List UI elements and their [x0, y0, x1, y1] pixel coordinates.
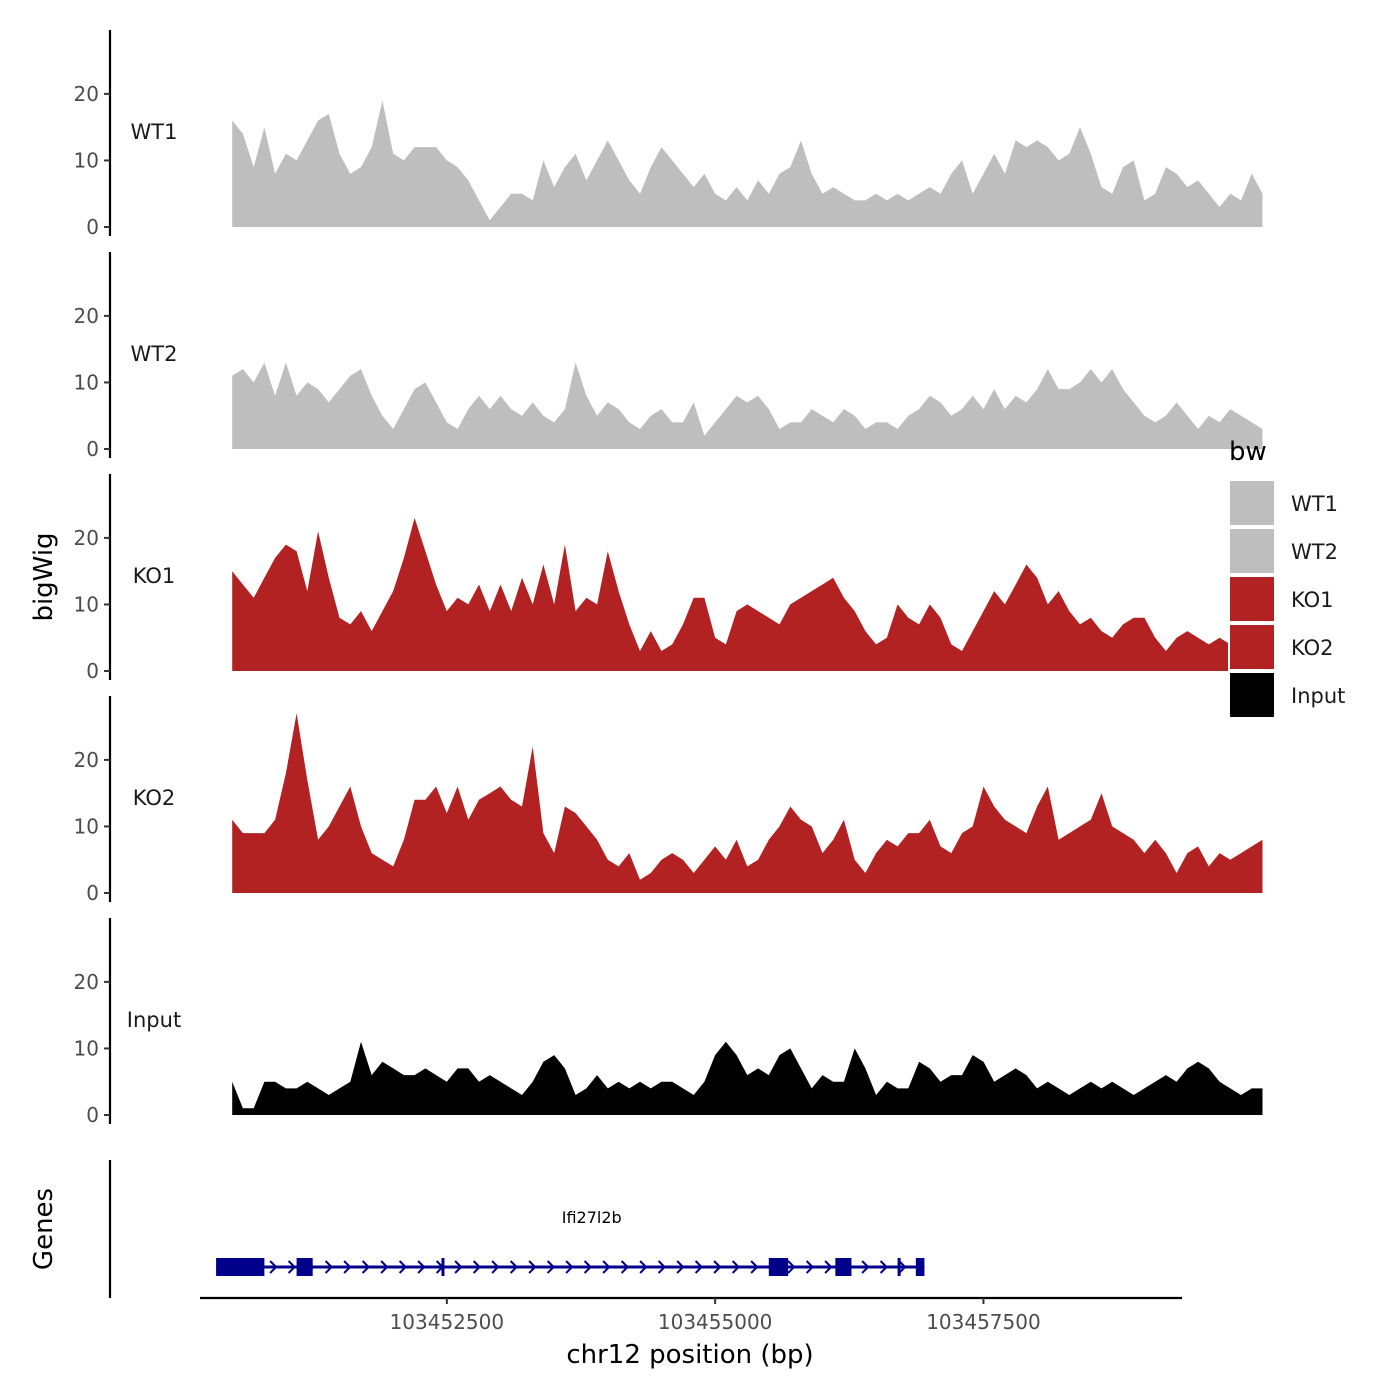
strand-arrow	[583, 1260, 593, 1274]
legend-item-input: Input	[1228, 671, 1345, 719]
strand-arrow	[694, 1260, 704, 1274]
legend-swatch	[1228, 575, 1276, 623]
exon	[835, 1258, 852, 1276]
strand-arrow	[750, 1260, 759, 1274]
y-tick-label: 20	[74, 970, 99, 994]
y-axis-title: bigWig	[29, 532, 59, 621]
genes-panel: Ifi27l2b	[108, 1160, 925, 1298]
track-label: WT1	[131, 120, 178, 144]
exon	[897, 1258, 901, 1276]
y-tick-label: 0	[86, 1103, 99, 1127]
exon	[915, 1258, 925, 1276]
x-axis: 103452500 103455000 103457500	[200, 1296, 1182, 1334]
strand-arrow	[861, 1260, 870, 1274]
legend-item-wt1: WT1	[1228, 479, 1338, 527]
y-tick-label: 10	[74, 592, 99, 616]
track-label: KO1	[133, 564, 176, 588]
strand-arrow	[620, 1260, 630, 1274]
legend-item-ko1: KO1	[1228, 575, 1334, 623]
strand-arrow	[287, 1260, 297, 1274]
x-tick-label: 103457500	[926, 1310, 1041, 1334]
y-tick-label: 0	[86, 659, 99, 683]
strand-arrow	[713, 1260, 722, 1274]
track-wt1: 0 10 20 WT1	[74, 30, 1263, 239]
strand-arrow	[546, 1260, 556, 1274]
track-label: Input	[127, 1008, 181, 1032]
track-ko1: 0 10 20 KO1	[74, 474, 1263, 683]
x-axis-title: chr12 position (bp)	[566, 1340, 813, 1370]
exon	[216, 1258, 265, 1276]
strand-arrow	[805, 1260, 815, 1274]
strand-arrow	[731, 1260, 741, 1274]
y-tick-label: 10	[74, 814, 99, 838]
x-tick-label: 103455000	[658, 1310, 773, 1334]
strand-arrow	[472, 1260, 482, 1274]
track-wt2: 0 10 20 WT2	[74, 252, 1263, 461]
track-input: 0 10 20 Input	[74, 918, 1263, 1127]
genes-panel-title: Genes	[29, 1188, 59, 1270]
legend-label: KO2	[1291, 636, 1334, 660]
strand-arrow	[657, 1260, 667, 1274]
legend-swatch	[1228, 671, 1276, 719]
y-tick-label: 10	[74, 370, 99, 394]
track-ko2: 0 10 20 KO2	[74, 696, 1263, 905]
legend-swatch	[1228, 527, 1276, 575]
strand-arrow	[565, 1260, 574, 1274]
strand-arrow	[324, 1260, 334, 1274]
strand-arrow	[398, 1260, 408, 1274]
legend-label: WT1	[1291, 492, 1338, 516]
strand-arrow	[824, 1260, 833, 1274]
strand-arrow	[491, 1260, 500, 1274]
exon	[441, 1258, 445, 1276]
legend-item-ko2: KO2	[1228, 623, 1334, 671]
y-tick-label: 20	[74, 526, 99, 550]
y-tick-label: 0	[86, 215, 99, 239]
strand-arrow	[509, 1260, 519, 1274]
strand-arrow	[639, 1260, 648, 1274]
legend-label: Input	[1291, 684, 1345, 708]
legend-label: WT2	[1291, 540, 1338, 564]
signal-area-input	[232, 1041, 1263, 1115]
y-tick-label: 0	[86, 437, 99, 461]
signal-area-wt2	[232, 362, 1263, 449]
strand-arrow	[787, 1260, 796, 1274]
gene-name-label: Ifi27l2b	[562, 1208, 622, 1227]
x-tick-label: 103452500	[390, 1310, 505, 1334]
y-tick-label: 10	[74, 1036, 99, 1060]
legend: bw WT1 WT2 KO1 KO2 Input	[1228, 437, 1345, 719]
track-label: KO2	[133, 786, 176, 810]
legend-label: KO1	[1291, 588, 1334, 612]
strand-arrow	[380, 1260, 389, 1274]
strand-arrow	[528, 1260, 537, 1274]
exon	[296, 1258, 313, 1276]
y-tick-label: 20	[74, 304, 99, 328]
strand-arrow	[343, 1260, 352, 1274]
y-tick-label: 20	[74, 748, 99, 772]
y-tick-label: 20	[74, 82, 99, 106]
strand-arrow	[417, 1260, 426, 1274]
strand-arrow	[676, 1260, 685, 1274]
strand-arrow	[602, 1260, 611, 1274]
y-tick-label: 10	[74, 148, 99, 172]
exon	[768, 1258, 789, 1276]
gene-model: Ifi27l2b	[216, 1208, 925, 1276]
signal-area-ko1	[232, 517, 1263, 671]
strand-arrow	[361, 1260, 371, 1274]
strand-arrow	[454, 1260, 463, 1274]
bigwig-tracks: 0 10 20 WT1 0 10 20 WT2 0 10 20 KO1 0 10 20 KO2 0 10 20 Inp…	[74, 30, 1263, 1127]
legend-swatch	[1228, 623, 1276, 671]
y-tick-label: 0	[86, 881, 99, 905]
signal-area-wt1	[232, 100, 1263, 227]
track-label: WT2	[131, 342, 178, 366]
strand-arrow	[898, 1260, 907, 1274]
legend-item-wt2: WT2	[1228, 527, 1338, 575]
strand-arrow	[269, 1260, 278, 1274]
strand-arrow	[879, 1260, 889, 1274]
signal-area-ko2	[232, 713, 1263, 893]
legend-title: bw	[1229, 437, 1267, 467]
legend-swatch	[1228, 479, 1276, 527]
